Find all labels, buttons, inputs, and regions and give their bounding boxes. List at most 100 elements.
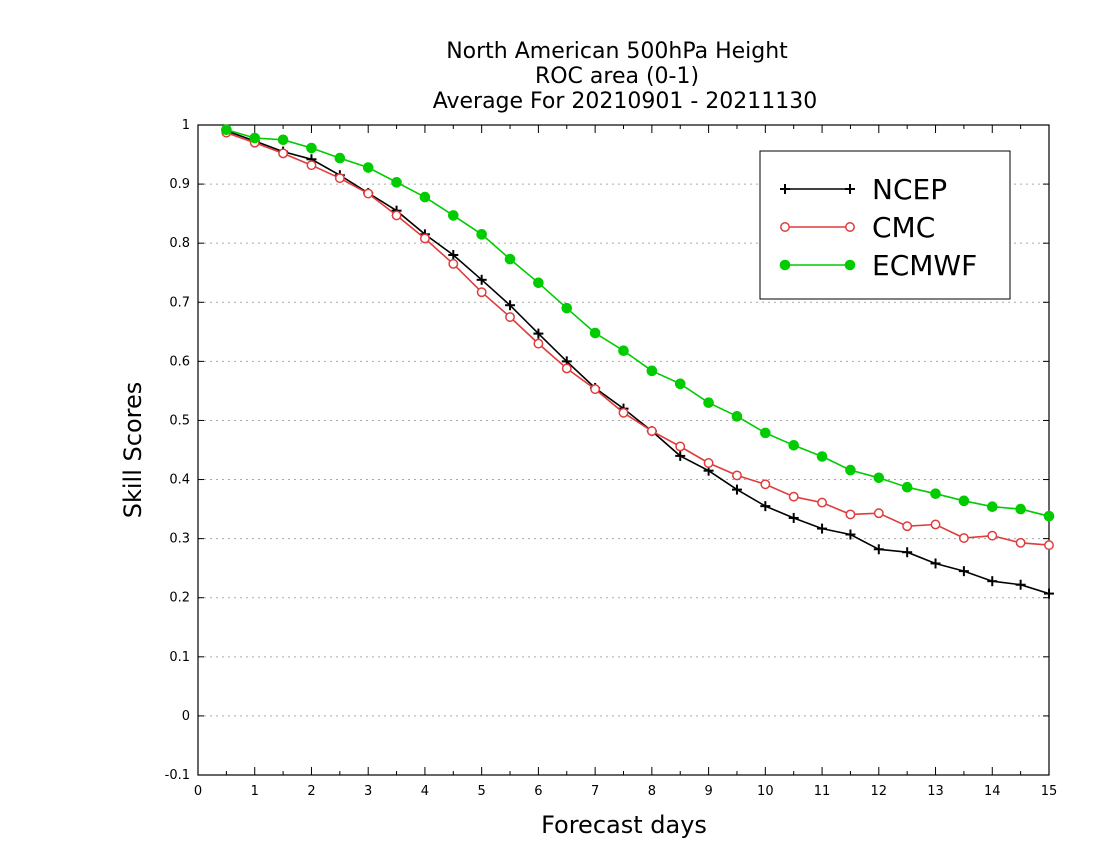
data-point-cmc — [419, 233, 430, 244]
data-point-ecmwf — [277, 134, 289, 146]
data-point-cmc — [675, 441, 686, 452]
legend-label-cmc: CMC — [872, 211, 935, 244]
series-line-ncep — [226, 130, 1050, 595]
data-point-ecmwf — [873, 472, 885, 484]
data-point-ecmwf — [901, 481, 913, 493]
data-point-ncep — [731, 484, 742, 495]
data-point-ecmwf — [391, 177, 402, 188]
data-point-ecmwf — [1043, 510, 1055, 522]
series-cmc — [221, 127, 1054, 551]
data-series — [221, 124, 1055, 599]
data-point-ncep — [817, 523, 828, 534]
x-tick-label: 13 — [927, 784, 944, 799]
data-point-cmc — [760, 479, 771, 490]
data-point-ecmwf — [958, 495, 970, 507]
data-point-cmc — [703, 458, 714, 468]
legend-marker-ncep — [845, 184, 855, 194]
data-point-cmc — [1044, 540, 1054, 551]
x-tick-label: 9 — [704, 784, 712, 799]
data-point-cmc — [278, 148, 289, 159]
y-tick-label: 0 — [182, 709, 190, 724]
legend-entry-cmc: CMC — [780, 211, 935, 244]
data-point-ecmwf — [221, 124, 232, 136]
y-tick-label: 0.5 — [169, 413, 190, 428]
axes: -0.100.10.20.30.40.50.60.70.80.910 1 2 3 4 5 6… — [165, 118, 1058, 799]
chart-title-line-2: ROC area (0-1) — [535, 64, 699, 89]
data-point-ncep — [1015, 579, 1026, 590]
data-point-cmc — [476, 287, 487, 298]
x-tick-label: 5 — [478, 784, 486, 799]
chart-title: North American 500hPa Height ROC area (0… — [433, 39, 818, 114]
data-point-cmc — [958, 533, 969, 543]
data-point-cmc — [448, 258, 459, 269]
y-tick-label: 0.6 — [169, 354, 190, 369]
data-point-ncep — [476, 274, 487, 285]
data-point-cmc — [817, 497, 828, 508]
chart-title-line-3: Average For 20210901 - 20211130 — [433, 89, 818, 114]
data-point-ecmwf — [533, 277, 544, 289]
data-point-cmc — [646, 426, 657, 437]
data-point-ecmwf — [788, 439, 800, 451]
data-point-cmc — [902, 521, 913, 532]
y-tick-label: -0.1 — [165, 768, 190, 783]
data-point-ecmwf — [1015, 503, 1026, 515]
x-tick-label: 10 — [757, 784, 774, 799]
data-point-ecmwf — [448, 210, 459, 221]
y-tick-label: 0.8 — [169, 236, 190, 251]
y-tick-label: 0.7 — [169, 295, 190, 310]
data-point-ncep — [505, 300, 516, 311]
data-point-ecmwf — [476, 229, 487, 240]
data-point-ecmwf — [930, 488, 941, 500]
x-tick-label: 14 — [984, 784, 1001, 799]
data-point-ecmwf — [703, 397, 714, 409]
legend-marker-cmc — [845, 222, 855, 232]
data-point-ncep — [760, 501, 771, 512]
data-point-cmc — [533, 338, 544, 349]
legend-marker-cmc — [780, 222, 790, 232]
y-tick-label: 0.9 — [169, 177, 190, 192]
data-point-ecmwf — [731, 411, 743, 422]
legend-box — [759, 150, 1011, 300]
data-point-ecmwf — [589, 327, 601, 339]
legend-marker-ecmwf — [844, 259, 856, 271]
legend-marker-ncep — [780, 184, 790, 194]
data-point-ecmwf — [760, 427, 771, 439]
data-point-cmc — [590, 384, 601, 395]
data-point-cmc — [561, 363, 572, 374]
data-point-ecmwf — [561, 302, 573, 314]
x-tick-label: 8 — [648, 784, 656, 799]
x-tick-label: 11 — [814, 784, 831, 799]
data-point-ncep — [788, 512, 799, 523]
y-axis-title: Skill Scores — [119, 382, 147, 519]
data-point-cmc — [306, 160, 317, 171]
data-point-cmc — [363, 188, 374, 199]
data-point-ecmwf — [306, 142, 317, 154]
legend-entry-ncep: NCEP — [780, 173, 947, 206]
data-point-ncep — [1044, 588, 1054, 599]
data-point-ncep — [873, 544, 884, 555]
data-point-ecmwf — [816, 451, 828, 462]
data-point-ecmwf — [986, 501, 998, 513]
data-point-cmc — [618, 407, 629, 418]
y-tick-label: 1 — [182, 118, 190, 133]
data-point-cmc — [334, 173, 345, 184]
data-point-ecmwf — [362, 162, 374, 173]
data-point-ecmwf — [334, 152, 346, 164]
data-point-ncep — [675, 450, 686, 461]
data-point-cmc — [505, 312, 515, 322]
legend-label-ncep: NCEP — [872, 173, 947, 206]
data-point-ncep — [902, 547, 913, 558]
data-point-cmc — [788, 491, 799, 502]
data-point-ncep — [448, 250, 459, 260]
legend: NCEP CMC ECMWF — [759, 150, 1011, 300]
series-ecmwf — [221, 124, 1055, 522]
data-point-ecmwf — [646, 365, 658, 377]
data-point-ecmwf — [249, 132, 261, 144]
legend-entry-ecmwf: ECMWF — [779, 249, 977, 282]
legend-marker-ecmwf — [779, 259, 791, 271]
x-tick-label: 2 — [307, 784, 315, 799]
data-point-cmc — [987, 530, 998, 541]
y-tick-label: 0.4 — [169, 473, 190, 488]
data-point-cmc — [732, 470, 742, 481]
